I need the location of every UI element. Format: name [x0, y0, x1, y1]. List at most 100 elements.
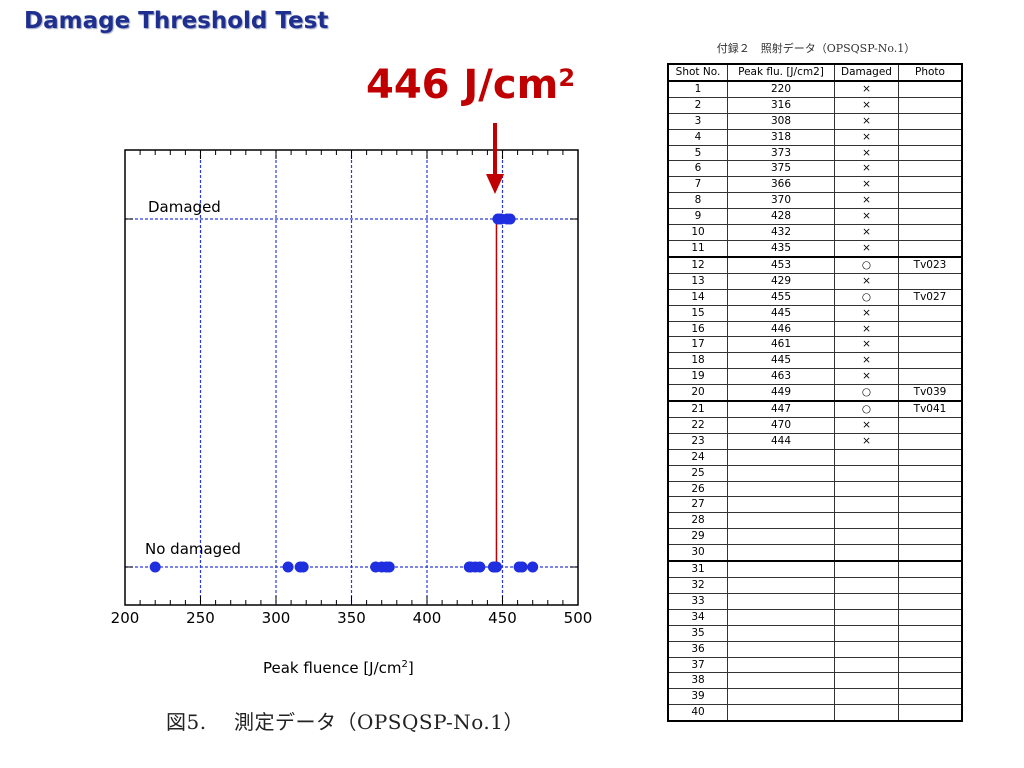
cell-damaged	[834, 704, 899, 722]
table-row: 25	[667, 464, 963, 482]
cell-peak-fluence: 435	[727, 239, 835, 258]
cell-damaged	[834, 640, 899, 658]
cell-shot-no: 15	[667, 304, 728, 322]
threshold-label: 446 J/cm2	[366, 62, 575, 108]
cell-peak-fluence	[727, 464, 835, 482]
cell-photo	[898, 112, 963, 130]
cell-photo	[898, 496, 963, 514]
cell-damaged: ×	[834, 208, 899, 226]
x-tick-label: 250	[186, 609, 215, 627]
x-tick-label: 350	[337, 609, 366, 627]
cell-photo	[898, 432, 963, 450]
cell-shot-no: 31	[667, 560, 728, 579]
table-row: 35	[667, 624, 963, 642]
cell-shot-no: 38	[667, 672, 728, 690]
data-point	[297, 561, 309, 573]
cell-photo: Tv039	[898, 384, 963, 403]
cell-photo	[898, 160, 963, 178]
table-row: 9 428 ×	[667, 208, 963, 226]
table-row: 15 445 ×	[667, 304, 963, 322]
table-row: 10 432 ×	[667, 224, 963, 241]
table-row: 24	[667, 448, 963, 466]
table-row: 32	[667, 577, 963, 594]
table-row: 20 449 ○ Tv039	[667, 384, 963, 403]
cell-damaged: ×	[834, 416, 899, 434]
cell-peak-fluence	[727, 512, 835, 530]
table-caption: 付録２ 照射データ（OPSQSP-No.1）	[716, 42, 916, 55]
table-row: 8 370 ×	[667, 192, 963, 210]
table-row: 13 429 ×	[667, 272, 963, 290]
cell-damaged: ×	[834, 160, 899, 178]
table-row: 23 444 ×	[667, 432, 963, 450]
cell-peak-fluence: 449	[727, 384, 835, 403]
header-photo: Photo	[898, 63, 963, 82]
table-row: 2 316 ×	[667, 96, 963, 114]
cell-shot-no: 33	[667, 592, 728, 610]
cell-damaged	[834, 688, 899, 706]
cell-photo	[898, 80, 963, 98]
cell-peak-fluence	[727, 480, 835, 498]
cell-shot-no: 2	[667, 96, 728, 114]
cell-photo	[898, 96, 963, 114]
cell-photo	[898, 320, 963, 338]
data-point	[282, 561, 294, 573]
cell-peak-fluence: 463	[727, 368, 835, 386]
cell-damaged: ×	[834, 272, 899, 290]
cell-peak-fluence	[727, 592, 835, 610]
cell-damaged: ×	[834, 352, 899, 370]
cell-peak-fluence: 446	[727, 320, 835, 338]
cell-photo	[898, 577, 963, 594]
x-tick-label: 500	[564, 609, 593, 627]
cell-shot-no: 21	[667, 400, 728, 418]
x-tick-label: 200	[111, 609, 140, 627]
cell-shot-no: 27	[667, 496, 728, 514]
data-point	[504, 213, 516, 225]
table-row: 39	[667, 688, 963, 706]
x-tick-label: 400	[413, 609, 442, 627]
cell-shot-no: 20	[667, 384, 728, 403]
table-row: 30	[667, 544, 963, 563]
cell-damaged: ×	[834, 336, 899, 354]
cell-shot-no: 30	[667, 544, 728, 563]
irradiation-data-table: Shot No. Peak flu. [J/cm2] Damaged Photo…	[667, 63, 963, 723]
cell-damaged: ×	[834, 128, 899, 146]
cell-shot-no: 39	[667, 688, 728, 706]
data-point	[516, 561, 528, 573]
cell-shot-no: 24	[667, 448, 728, 466]
cell-shot-no: 25	[667, 464, 728, 482]
data-point	[474, 561, 486, 573]
cell-peak-fluence: 470	[727, 416, 835, 434]
cell-photo	[898, 192, 963, 210]
cell-shot-no: 17	[667, 336, 728, 354]
cell-peak-fluence	[727, 656, 835, 674]
cell-peak-fluence: 428	[727, 208, 835, 226]
cell-damaged	[834, 528, 899, 546]
cell-damaged: ×	[834, 112, 899, 130]
x-axis-label-main: Peak fluence [J/cm	[263, 659, 402, 677]
cell-peak-fluence	[727, 577, 835, 594]
cell-photo	[898, 144, 963, 162]
table-row: 4 318 ×	[667, 128, 963, 146]
cell-peak-fluence: 461	[727, 336, 835, 354]
threshold-value: 446 J/cm	[366, 62, 559, 108]
header-damaged: Damaged	[834, 63, 899, 82]
level-label: No damaged	[145, 540, 241, 558]
cell-photo	[898, 688, 963, 706]
cell-shot-no: 12	[667, 256, 728, 274]
cell-damaged: ×	[834, 224, 899, 241]
x-tick-label: 300	[262, 609, 291, 627]
cell-damaged: ×	[834, 239, 899, 258]
table-row: 33	[667, 592, 963, 610]
cell-shot-no: 7	[667, 176, 728, 194]
table-row: 27	[667, 496, 963, 514]
cell-peak-fluence: 447	[727, 400, 835, 418]
cell-damaged	[834, 592, 899, 610]
cell-peak-fluence	[727, 528, 835, 546]
cell-shot-no: 34	[667, 608, 728, 626]
cell-shot-no: 1	[667, 80, 728, 98]
cell-shot-no: 37	[667, 656, 728, 674]
table-row: 3 308 ×	[667, 112, 963, 130]
cell-peak-fluence	[727, 624, 835, 642]
cell-shot-no: 23	[667, 432, 728, 450]
cell-peak-fluence: 370	[727, 192, 835, 210]
